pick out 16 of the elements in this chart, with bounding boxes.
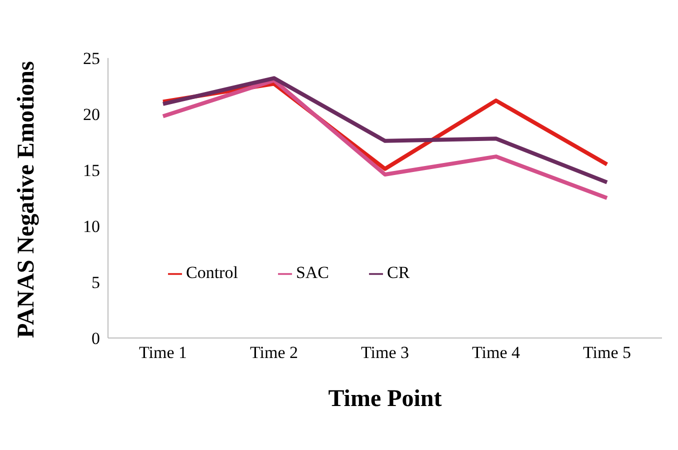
y-tick-label: 20 bbox=[83, 105, 100, 124]
y-tick-label: 5 bbox=[92, 273, 100, 292]
legend-label: Control bbox=[186, 263, 238, 282]
y-tick-label: 25 bbox=[83, 49, 100, 68]
y-axis-title: PANAS Negative Emotions bbox=[14, 61, 40, 338]
legend-label: CR bbox=[387, 263, 410, 282]
x-axis-title: Time Point bbox=[328, 386, 442, 412]
y-tick-label: 0 bbox=[92, 329, 100, 348]
y-tick-label: 10 bbox=[83, 217, 100, 236]
x-tick-label: Time 2 bbox=[250, 343, 298, 362]
y-tick-label: 15 bbox=[83, 161, 100, 180]
x-tick-label: Time 5 bbox=[582, 343, 632, 362]
x-tick-label: Time 4 bbox=[472, 343, 521, 362]
legend-label: SAC bbox=[296, 263, 330, 282]
x-tick-label: Time 1 bbox=[138, 343, 188, 362]
x-tick-label: Time 3 bbox=[360, 343, 410, 362]
